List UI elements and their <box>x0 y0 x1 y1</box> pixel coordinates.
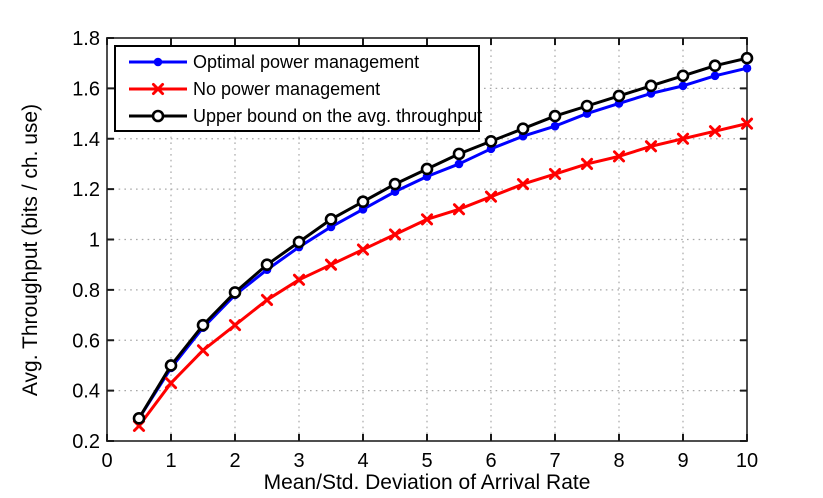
open-circle-marker <box>644 79 658 93</box>
x-marker <box>484 190 498 203</box>
x-tick-label: 3 <box>293 450 304 472</box>
legend-swatch-no-power-icon <box>129 82 187 95</box>
x-tick-label: 10 <box>736 450 758 472</box>
legend-item-optimal: Optimal power management <box>116 48 478 75</box>
y-tick-label: 1.6 <box>72 78 100 100</box>
x-tick-label: 1 <box>165 450 176 472</box>
x-axis-label: Mean/Std. Deviation of Arrival Rate <box>264 471 591 494</box>
legend-label-upper-bound: Upper bound on the avg. throughput <box>193 105 483 126</box>
filled-circle-marker <box>454 159 464 169</box>
x-marker <box>260 293 274 306</box>
x-marker <box>228 319 242 332</box>
y-tick-label: 0.2 <box>72 431 100 453</box>
x-tick-label: 8 <box>613 450 624 472</box>
open-circle-marker <box>452 147 466 161</box>
x-marker <box>324 258 338 271</box>
y-tick-label: 1.8 <box>72 28 100 50</box>
open-circle-marker <box>228 286 242 299</box>
y-tick-label: 0.6 <box>72 330 100 352</box>
x-marker <box>708 125 722 138</box>
open-circle-marker <box>612 89 626 103</box>
legend-label-optimal: Optimal power management <box>193 51 420 72</box>
open-circle-marker <box>164 359 178 372</box>
x-marker <box>548 167 562 181</box>
open-circle-marker <box>580 99 594 113</box>
open-circle-marker <box>260 258 274 271</box>
open-circle-marker <box>676 69 690 83</box>
x-tick-label: 6 <box>485 450 496 472</box>
legend-item-no-power: No power management <box>116 75 478 102</box>
x-marker <box>644 140 658 153</box>
open-circle-marker <box>740 51 754 65</box>
open-circle-marker <box>132 412 146 425</box>
y-tick-label: 1 <box>89 230 100 252</box>
x-marker <box>164 377 178 390</box>
open-circle-marker <box>516 122 530 135</box>
open-circle-marker <box>484 134 498 148</box>
open-circle-marker <box>548 109 562 123</box>
open-circle-marker <box>151 109 165 122</box>
x-marker <box>612 150 626 163</box>
open-circle-marker <box>708 59 722 73</box>
x-marker <box>356 243 370 256</box>
x-marker <box>740 117 754 130</box>
y-tick-label: 0.4 <box>72 381 100 403</box>
legend-item-upper-bound: Upper bound on the avg. throughput <box>116 102 482 129</box>
legend-swatch-upper-bound-icon <box>129 109 187 122</box>
x-marker <box>151 82 165 95</box>
filled-circle-marker <box>550 121 560 131</box>
open-circle-marker <box>196 318 210 332</box>
x-tick-label: 5 <box>421 450 432 472</box>
open-circle-marker <box>324 213 338 226</box>
open-circle-marker <box>356 195 370 209</box>
open-circle-marker <box>388 177 402 191</box>
filled-circle-marker <box>153 57 163 66</box>
x-marker <box>196 344 210 357</box>
x-marker <box>580 157 594 170</box>
legend-swatch-optimal-icon <box>129 57 187 66</box>
x-marker <box>420 213 434 226</box>
filled-circle-marker <box>742 63 752 73</box>
x-tick-label: 4 <box>357 450 368 472</box>
filled-circle-marker <box>678 81 688 91</box>
x-marker <box>388 228 402 241</box>
x-marker <box>676 132 690 145</box>
y-tick-label: 0.8 <box>72 280 100 302</box>
x-tick-label: 2 <box>229 450 240 472</box>
x-marker <box>292 273 306 286</box>
open-circle-marker <box>292 235 306 249</box>
x-tick-label: 0 <box>101 450 112 472</box>
legend-label-no-power: No power management <box>193 78 381 99</box>
x-marker <box>516 178 530 191</box>
y-axis-label: Avg. Throughput (bits / ch. use) <box>19 104 42 396</box>
open-circle-marker <box>420 162 434 176</box>
x-tick-label: 9 <box>677 450 688 472</box>
y-tick-label: 1.4 <box>72 129 100 151</box>
legend-box: Optimal power management No power manage… <box>114 45 482 132</box>
filled-circle-marker <box>710 71 720 81</box>
x-tick-label: 7 <box>549 450 560 472</box>
x-marker <box>452 203 466 216</box>
y-tick-label: 1.2 <box>72 179 100 201</box>
